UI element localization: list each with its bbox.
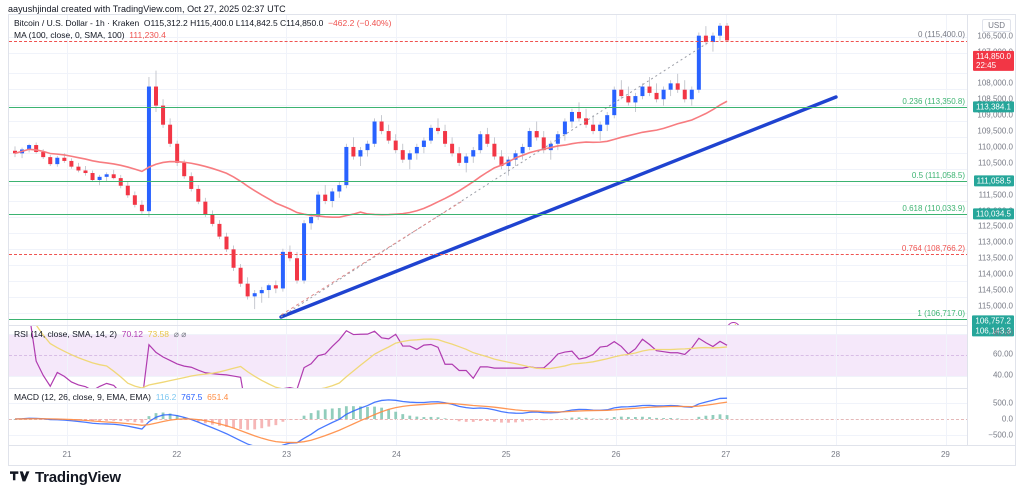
price-tick: 113,000.0 xyxy=(978,237,1013,247)
fib-label-0236: 0.236 (113,350.8) xyxy=(902,97,965,106)
time-tick: 21 xyxy=(62,450,72,459)
price-tick: 110,000.0 xyxy=(978,142,1013,152)
time-tick: 28 xyxy=(831,450,841,459)
fib-badge-0618: 110,034.5 xyxy=(973,208,1014,220)
fib-badge-1: 106,757.2 xyxy=(972,315,1014,327)
price-tick: 108,500.0 xyxy=(977,94,1013,104)
price-tick: 112,500.0 xyxy=(978,221,1013,231)
attribution-text: aayushjindal created with TradingView.co… xyxy=(8,4,286,14)
tradingview-logo-icon xyxy=(10,471,30,482)
price-pane[interactable]: 0 (115,400.0) 0.236 (113,350.8) 0.5 (111… xyxy=(9,15,969,325)
chart-frame: 0 (115,400.0) 0.236 (113,350.8) 0.5 (111… xyxy=(8,14,1016,466)
macd-series-canvas xyxy=(13,397,729,447)
price-tick: 106,500.0 xyxy=(977,31,1013,41)
fib-line-1[interactable] xyxy=(9,319,969,320)
time-tick: 22 xyxy=(172,450,182,459)
rsi-tick: 80.00 xyxy=(992,328,1013,338)
time-tick: 26 xyxy=(611,450,621,459)
fib-badge-0236: 113,384.1 xyxy=(973,101,1014,113)
price-axis[interactable]: USD 115,000.0 114,500.0 114,000.0 113,500.0… xyxy=(967,15,1015,465)
price-tick: 114,500.0 xyxy=(978,285,1013,295)
fib-line-0618[interactable] xyxy=(9,214,969,215)
price-tick: 108,000.0 xyxy=(977,78,1013,88)
footer: TradingView xyxy=(10,469,121,486)
time-tick: 29 xyxy=(940,450,950,459)
price-tick: 111,500.0 xyxy=(978,190,1013,200)
fib-label-05: 0.5 (111,058.5) xyxy=(911,171,965,180)
rsi-series-canvas xyxy=(30,326,728,388)
ma-badge: 106,143.3 xyxy=(972,325,1014,337)
time-axis[interactable]: 21 22 23 24 25 26 27 28 29 xyxy=(9,445,1015,465)
time-tick: 27 xyxy=(721,450,731,459)
price-tick: 115,000.0 xyxy=(978,301,1013,311)
time-tick: 24 xyxy=(391,450,401,459)
price-tick: 109,500.0 xyxy=(977,126,1013,136)
fib-line-0764[interactable] xyxy=(9,254,969,255)
fib-line-05[interactable] xyxy=(9,181,969,182)
rsi-tick: 60.00 xyxy=(992,349,1013,359)
rsi-pane[interactable]: RSI (14, close, SMA, 14, 2) 70.12 73.58 … xyxy=(9,325,969,388)
currency-unit-label[interactable]: USD xyxy=(982,19,1011,32)
price-tick: 110,500.0 xyxy=(978,158,1013,168)
time-tick: 25 xyxy=(501,450,511,459)
fib-label-1: 1 (106,717.0) xyxy=(917,309,965,318)
macd-tick: 0.0 xyxy=(1001,414,1013,424)
tradingview-wordmark: TradingView xyxy=(35,469,121,486)
price-tick: 113,500.0 xyxy=(978,253,1013,263)
fib-label-0764: 0.764 (108,766.2) xyxy=(901,244,965,253)
fib-badge-05: 111,058.5 xyxy=(973,175,1014,187)
time-tick: 23 xyxy=(282,450,292,459)
fib-line-0[interactable] xyxy=(9,41,969,42)
fib-label-0618: 0.618 (110,033.9) xyxy=(902,204,965,213)
price-tick: 114,000.0 xyxy=(978,269,1013,279)
macd-pane[interactable]: MACD (12, 26, close, 9, EMA, EMA) 116.2 … xyxy=(9,388,969,447)
macd-tick: −500.0 xyxy=(988,430,1013,440)
rsi-tick: 40.00 xyxy=(992,370,1013,380)
macd-tick: 500.0 xyxy=(992,398,1013,408)
last-price-badge: 114,850.0 22:45 xyxy=(973,50,1014,72)
price-tick: 109,000.0 xyxy=(977,110,1013,120)
fib-label-0: 0 (115,400.0) xyxy=(918,30,965,39)
fib-line-0236[interactable] xyxy=(9,107,969,108)
price-series-canvas xyxy=(13,22,838,319)
